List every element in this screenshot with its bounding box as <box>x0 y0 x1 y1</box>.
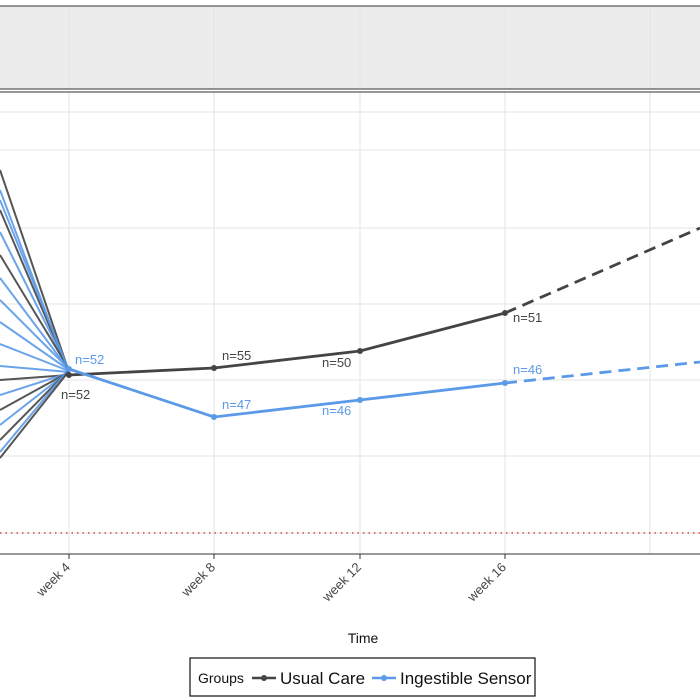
legend-key-usual-care-dot <box>261 675 267 681</box>
x-axis: week 4 week 8 week 12 week 16 <box>33 554 509 605</box>
n-label: n=46 <box>322 403 351 418</box>
legend-box <box>189 657 536 697</box>
x-tick-label: week 16 <box>464 560 510 606</box>
trajectory-line <box>0 371 70 411</box>
series-projection-line <box>504 360 700 385</box>
n-label: n=50 <box>322 355 351 370</box>
data-point <box>357 348 363 354</box>
trajectory-line <box>0 321 70 371</box>
legend: Groups Usual Care Ingestible Sensor <box>189 657 536 697</box>
trajectory-line <box>0 169 70 373</box>
trajectory-line <box>0 299 70 370</box>
x-tick-label: week 8 <box>178 560 218 600</box>
data-point <box>211 414 217 420</box>
panel-border <box>0 91 700 555</box>
trajectory-line <box>0 199 70 372</box>
series-line <box>68 311 506 377</box>
series-line <box>68 367 506 419</box>
x-tick-label: week 4 <box>33 560 73 600</box>
data-point <box>211 365 217 371</box>
data-point <box>502 380 508 386</box>
legend-label-ingestible-sensor: Ingestible Sensor <box>400 669 532 688</box>
legend-label-usual-care: Usual Care <box>280 669 365 688</box>
data-point <box>66 372 72 378</box>
data-point <box>66 366 72 372</box>
n-label: n=52 <box>75 352 104 367</box>
series-group: n=52 n=55 n=50 n=51 n=52 n=47 n=46 n=46 <box>61 226 700 420</box>
legend-key-ingestible-sensor-dot <box>381 675 387 681</box>
trajectory-line <box>0 231 70 371</box>
data-point <box>502 310 508 316</box>
n-label: n=51 <box>513 310 542 325</box>
x-tick-label: week 12 <box>319 560 365 606</box>
trajectory-line <box>0 372 70 396</box>
n-label: n=47 <box>222 397 251 412</box>
trajectory-line <box>0 370 70 459</box>
trajectory-line <box>0 368 70 453</box>
trajectory-line <box>0 254 70 370</box>
series-projection-line <box>504 226 700 315</box>
n-label: n=52 <box>61 387 90 402</box>
trajectory-line <box>0 277 70 371</box>
trajectory-line <box>0 343 70 372</box>
n-label: n=55 <box>222 348 251 363</box>
data-point <box>357 397 363 403</box>
trajectory-line <box>0 365 70 373</box>
grid <box>0 8 700 554</box>
n-label: n=46 <box>513 362 542 377</box>
trajectory-fan <box>0 169 70 459</box>
trajectory-line <box>0 370 70 426</box>
facet-strip <box>0 5 700 90</box>
legend-title: Groups <box>198 670 244 686</box>
x-axis-title: Time <box>348 630 379 646</box>
